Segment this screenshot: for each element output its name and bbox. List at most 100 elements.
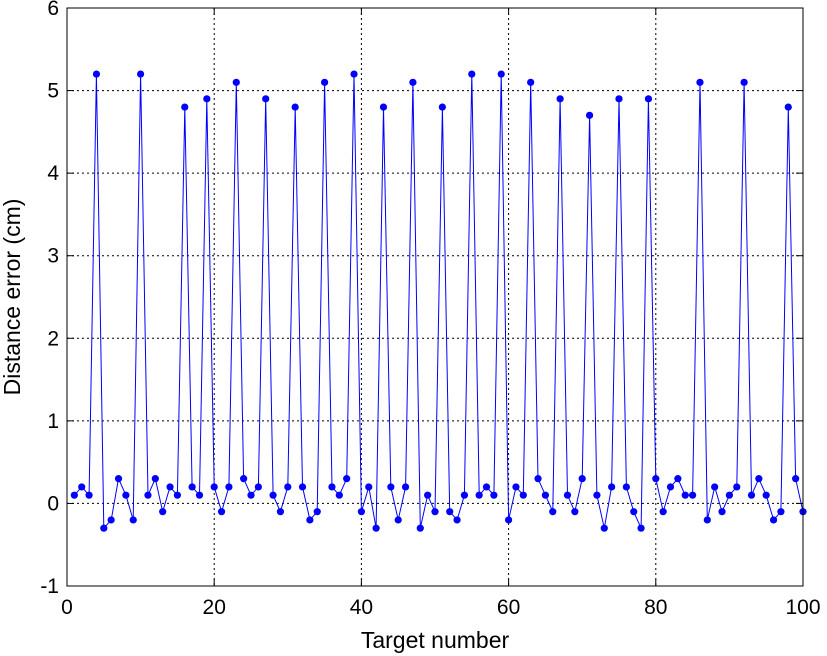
data-point [711, 483, 719, 491]
data-point [247, 491, 255, 499]
data-point [291, 103, 299, 111]
data-point [571, 508, 579, 516]
data-point [755, 475, 763, 483]
data-point [313, 508, 321, 516]
data-point [460, 491, 469, 499]
data-point [217, 508, 226, 516]
data-point [92, 70, 101, 78]
data-point [188, 483, 196, 491]
data-point [350, 70, 358, 78]
data-point [262, 95, 270, 103]
data-point [600, 524, 608, 532]
data-point [416, 524, 424, 532]
data-point [630, 508, 638, 516]
data-point [593, 491, 601, 499]
plot-frame [66, 7, 804, 587]
x-tick-label: 60 [497, 596, 520, 619]
x-axis-label: Target number [361, 627, 510, 653]
data-point [137, 70, 145, 78]
data-point [122, 491, 130, 499]
data-point [659, 508, 667, 516]
data-point [387, 483, 395, 491]
data-point [652, 475, 660, 483]
data-point [762, 491, 770, 499]
data-point [512, 483, 520, 491]
data-point [372, 524, 380, 532]
data-point [159, 508, 167, 516]
data-point [475, 491, 483, 499]
data-point [534, 475, 542, 483]
data-point [195, 491, 204, 499]
data-point [733, 483, 741, 491]
data-point [556, 95, 564, 103]
data-point [100, 524, 108, 532]
y-tick-label: 6 [47, 0, 59, 20]
data-point [490, 491, 498, 499]
data-point [394, 516, 402, 524]
data-point [703, 516, 711, 524]
y-tick-label: 5 [47, 80, 59, 103]
y-tick-label: 4 [47, 162, 59, 185]
data-point [769, 516, 778, 524]
data-point [784, 103, 792, 111]
data-point [505, 516, 513, 524]
data-point [78, 483, 86, 491]
x-tick-label: 100 [785, 596, 820, 619]
data-point [549, 508, 557, 516]
data-point [173, 491, 181, 499]
axis-ticks [66, 7, 804, 587]
data-point [357, 508, 365, 516]
y-tick-label: 2 [47, 327, 59, 350]
data-point [379, 103, 388, 111]
data-point [424, 491, 432, 499]
data-point [343, 475, 351, 483]
data-point [563, 491, 572, 499]
data-point [696, 78, 704, 86]
data-point [482, 483, 491, 491]
data-point [585, 111, 594, 119]
data-point [365, 483, 373, 491]
data-point [328, 483, 336, 491]
x-tick-label: 0 [61, 596, 73, 619]
x-tick-label: 80 [644, 596, 667, 619]
data-point [129, 516, 137, 524]
data-point [740, 78, 748, 86]
data-point [85, 491, 93, 499]
data-point [497, 70, 505, 78]
y-tick-label: 3 [47, 245, 59, 268]
data-point [527, 78, 535, 86]
data-point [622, 483, 630, 491]
data-point [718, 508, 726, 516]
y-tick-label: 1 [47, 410, 59, 433]
series-group [70, 70, 807, 532]
y-tick-label: -1 [40, 575, 59, 598]
data-point [468, 70, 476, 78]
data-point [519, 491, 527, 499]
data-point [409, 78, 417, 86]
data-point [254, 483, 262, 491]
data-point [792, 475, 800, 483]
y-tick-label: 0 [47, 492, 59, 515]
data-point [689, 491, 697, 499]
data-point [608, 483, 616, 491]
data-point [401, 483, 410, 491]
data-point [777, 508, 785, 516]
data-point [269, 491, 277, 499]
data-point [298, 483, 307, 491]
data-point [210, 483, 218, 491]
data-point [203, 95, 211, 103]
data-point [70, 491, 78, 499]
data-point [181, 103, 189, 111]
data-point [644, 95, 653, 103]
data-point [438, 103, 446, 111]
data-point [431, 508, 439, 516]
data-point [144, 491, 152, 499]
data-point [541, 491, 550, 499]
data-point [240, 475, 248, 483]
data-point [151, 475, 159, 483]
x-tick-label: 20 [203, 596, 226, 619]
data-point [637, 524, 645, 532]
data-point [747, 491, 756, 499]
series-line [74, 74, 804, 530]
